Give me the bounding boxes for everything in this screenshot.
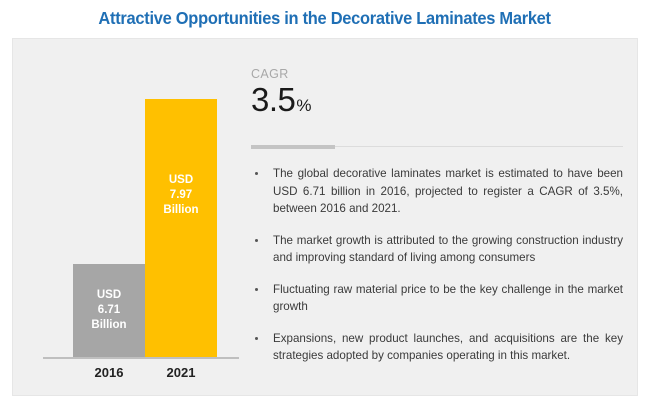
bar-2016-currency: USD bbox=[96, 289, 122, 301]
list-item: Expansions, new product launches, and ac… bbox=[251, 330, 623, 365]
chart-x-axis-labels: 2016 2021 bbox=[31, 365, 241, 387]
chart-axis-line bbox=[43, 357, 239, 359]
bar-2021-amount: 7.97 bbox=[169, 188, 193, 201]
list-item-text: Fluctuating raw material price to be the… bbox=[273, 282, 623, 314]
content-panel: USD 6.71 Billion USD 7.97 Billion 2016 2… bbox=[12, 38, 638, 396]
cagr-number: 3.5 bbox=[251, 81, 296, 118]
cagr-label: CAGR bbox=[251, 67, 289, 81]
list-item-text: The market growth is attributed to the g… bbox=[273, 233, 623, 265]
list-item: The global decorative laminates market i… bbox=[251, 165, 623, 218]
page-title-text: Attractive Opportunities in the Decorati… bbox=[98, 7, 552, 28]
chart-plot-area: USD 6.71 Billion USD 7.97 Billion bbox=[31, 79, 241, 359]
list-item: Fluctuating raw material price to be the… bbox=[251, 281, 623, 316]
divider-thin-line bbox=[251, 146, 623, 147]
cagr-value: 3.5% bbox=[251, 83, 451, 124]
x-tick-2021: 2021 bbox=[166, 365, 196, 380]
bar-2021-label: USD 7.97 Billion bbox=[163, 173, 198, 218]
divider-accent-segment bbox=[251, 145, 335, 149]
section-divider bbox=[251, 145, 623, 149]
cagr-percent-sign: % bbox=[296, 96, 312, 115]
bar-chart: USD 6.71 Billion USD 7.97 Billion 2016 2… bbox=[31, 79, 241, 409]
bullet-dot-icon bbox=[255, 336, 258, 340]
bullet-dot-icon bbox=[255, 172, 258, 175]
list-item: The market growth is attributed to the g… bbox=[251, 232, 623, 267]
bar-2016[interactable]: USD 6.71 Billion bbox=[73, 264, 145, 357]
x-tick-2016: 2016 bbox=[94, 365, 124, 380]
bullet-dot-icon bbox=[255, 287, 258, 291]
bar-2016-unit: Billion bbox=[91, 319, 127, 331]
bar-2016-label: USD 6.71 Billion bbox=[91, 288, 126, 333]
list-item-text: The global decorative laminates market i… bbox=[273, 167, 623, 215]
bullet-list: The global decorative laminates market i… bbox=[251, 165, 623, 365]
bar-2021-currency: USD bbox=[168, 173, 194, 186]
bar-2016-amount: 6.71 bbox=[97, 304, 121, 316]
list-item-text: Expansions, new product launches, and ac… bbox=[273, 331, 623, 363]
cagr-callout: CAGR 3.5% bbox=[251, 67, 451, 124]
page-title: Attractive Opportunities in the Decorati… bbox=[0, 4, 650, 32]
bullet-dot-icon bbox=[255, 238, 258, 242]
bar-2021[interactable]: USD 7.97 Billion bbox=[145, 99, 217, 357]
insights-column: CAGR 3.5% The global decorative laminate… bbox=[251, 67, 623, 387]
bar-2021-unit: Billion bbox=[163, 203, 199, 216]
